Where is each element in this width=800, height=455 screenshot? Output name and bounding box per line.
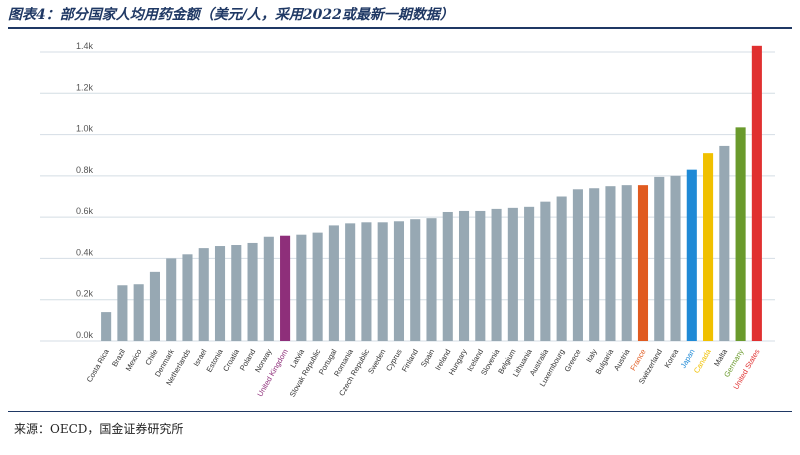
bar-norway (263, 236, 274, 341)
bar-estonia (214, 246, 226, 341)
chart-title: 图表4：部分国家人均用药金额（美元/人，采用2022或最新一期数据） (8, 7, 454, 23)
x-tick-label: Italy (584, 347, 599, 364)
bar-netherlands (182, 254, 193, 341)
x-tick-label: Greece (563, 348, 583, 374)
bar-portugal (328, 225, 339, 341)
bar-israel (198, 248, 209, 341)
bars (101, 45, 762, 342)
x-tick-label: Finland (400, 348, 420, 374)
bar-chart: 0.0k 0.2k 0.4k 0.6k 0.8k 1.0k 1.2k 1.4k Costa R… (40, 41, 775, 399)
x-tick-label: Costa Rica (85, 347, 112, 384)
bar-hungary (458, 210, 470, 341)
y-tick-label: 0.2k (76, 289, 94, 299)
bar-latvia (296, 234, 307, 341)
y-tick-label: 1.2k (76, 82, 94, 92)
y-tick-label: 0.8k (76, 165, 94, 175)
bar-croatia (231, 245, 242, 341)
bar-sweden (377, 222, 388, 341)
x-tick-label: Canada (692, 347, 713, 375)
top-rule (8, 27, 792, 29)
y-tick-label: 0.6k (76, 206, 94, 216)
bar-belgium (507, 207, 518, 341)
y-tick-label: 1.4k (76, 41, 94, 51)
bar-chile (149, 271, 160, 341)
bar-united-kingdom (280, 235, 291, 341)
bar-japan (686, 169, 697, 341)
y-tick-label: 0.4k (76, 247, 94, 257)
bar-canada (703, 153, 714, 341)
bar-denmark (166, 258, 177, 341)
bar-poland (247, 242, 258, 341)
bar-cyprus (393, 221, 405, 341)
bar-czech-republic (361, 222, 372, 341)
bar-malta (719, 145, 730, 341)
x-tick-label: Chile (143, 348, 159, 367)
bar-france (637, 185, 649, 341)
bar-united-states (751, 45, 762, 342)
bar-luxembourg (556, 196, 567, 341)
bar-switzerland (654, 176, 665, 341)
bar-slovak-republic (312, 232, 323, 342)
bar-greece (572, 189, 583, 341)
bar-korea (670, 175, 681, 341)
bar-ireland (442, 211, 453, 341)
source-note: 来源：OECD，国金证券研究所 (14, 422, 184, 436)
bar-romania (345, 223, 356, 341)
x-tick-label: Mexico (124, 348, 144, 373)
bar-slovenia (491, 208, 502, 341)
y-tick-label: 0.0k (76, 330, 94, 340)
bar-spain (426, 218, 437, 342)
y-axis-ticks: 0.0k 0.2k 0.4k 0.6k 0.8k 1.0k 1.2k 1.4k (76, 41, 94, 340)
bar-austria (621, 185, 632, 341)
bar-bulgaria (605, 186, 616, 341)
bar-mexico (133, 284, 144, 341)
bar-iceland (475, 210, 486, 341)
bar-brazil (117, 285, 128, 341)
bar-costa-rica (101, 312, 112, 341)
bar-lithuania (524, 206, 535, 341)
bar-finland (410, 219, 421, 341)
y-tick-label: 1.0k (76, 124, 94, 134)
grid-lines (40, 51, 775, 342)
bottom-rule (8, 411, 792, 412)
bar-australia (540, 201, 551, 341)
bar-germany (735, 127, 746, 341)
bar-italy (589, 188, 600, 341)
